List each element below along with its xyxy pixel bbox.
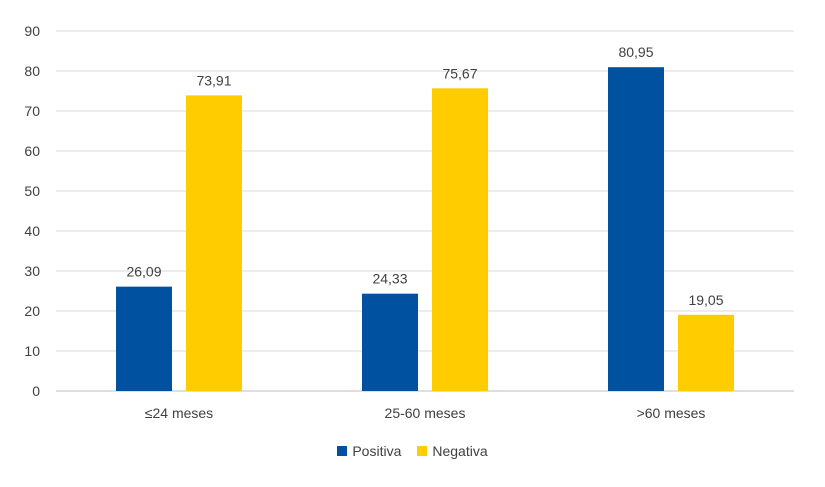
bar-chart: 0 10 20 30 40 50 60 70 80 90 26,09 73,91 ≤24 meses 24… (24, 23, 794, 421)
data-label: 75,67 (442, 65, 477, 81)
legend-item-positiva: Positiva (337, 443, 401, 459)
x-category-label: 25-60 meses (385, 405, 466, 421)
bar-negativa-2 (678, 314, 734, 391)
y-tick-label: 20 (24, 303, 40, 319)
y-tick-label: 70 (24, 103, 40, 119)
y-tick-label: 30 (24, 263, 40, 279)
x-category-label: >60 meses (637, 405, 706, 421)
legend: Positiva Negativa (0, 441, 825, 461)
y-tick-label: 60 (24, 143, 40, 159)
bar-positiva-1 (362, 293, 418, 391)
legend-item-negativa: Negativa (417, 443, 488, 459)
bar-negativa-1 (432, 88, 488, 391)
legend-label-negativa: Negativa (432, 443, 488, 459)
x-category-label: ≤24 meses (145, 405, 213, 421)
y-tick-label: 40 (24, 223, 40, 239)
legend-swatch-negativa (417, 446, 428, 456)
y-tick-label: 50 (24, 183, 40, 199)
bar-positiva-0 (116, 286, 172, 391)
y-tick-label: 0 (32, 383, 40, 399)
data-label: 26,09 (126, 264, 161, 280)
legend-swatch-positiva (337, 446, 348, 456)
bar-negativa-0 (186, 95, 242, 392)
bar-positiva-2 (608, 67, 664, 391)
y-tick-label: 10 (24, 343, 40, 359)
y-tick-label: 80 (24, 63, 40, 79)
legend-label-positiva: Positiva (352, 443, 402, 459)
data-label: 24,33 (372, 271, 407, 287)
data-label: 19,05 (688, 292, 723, 308)
data-label: 80,95 (618, 44, 653, 60)
data-label: 73,91 (196, 72, 231, 88)
y-tick-label: 90 (24, 23, 40, 39)
